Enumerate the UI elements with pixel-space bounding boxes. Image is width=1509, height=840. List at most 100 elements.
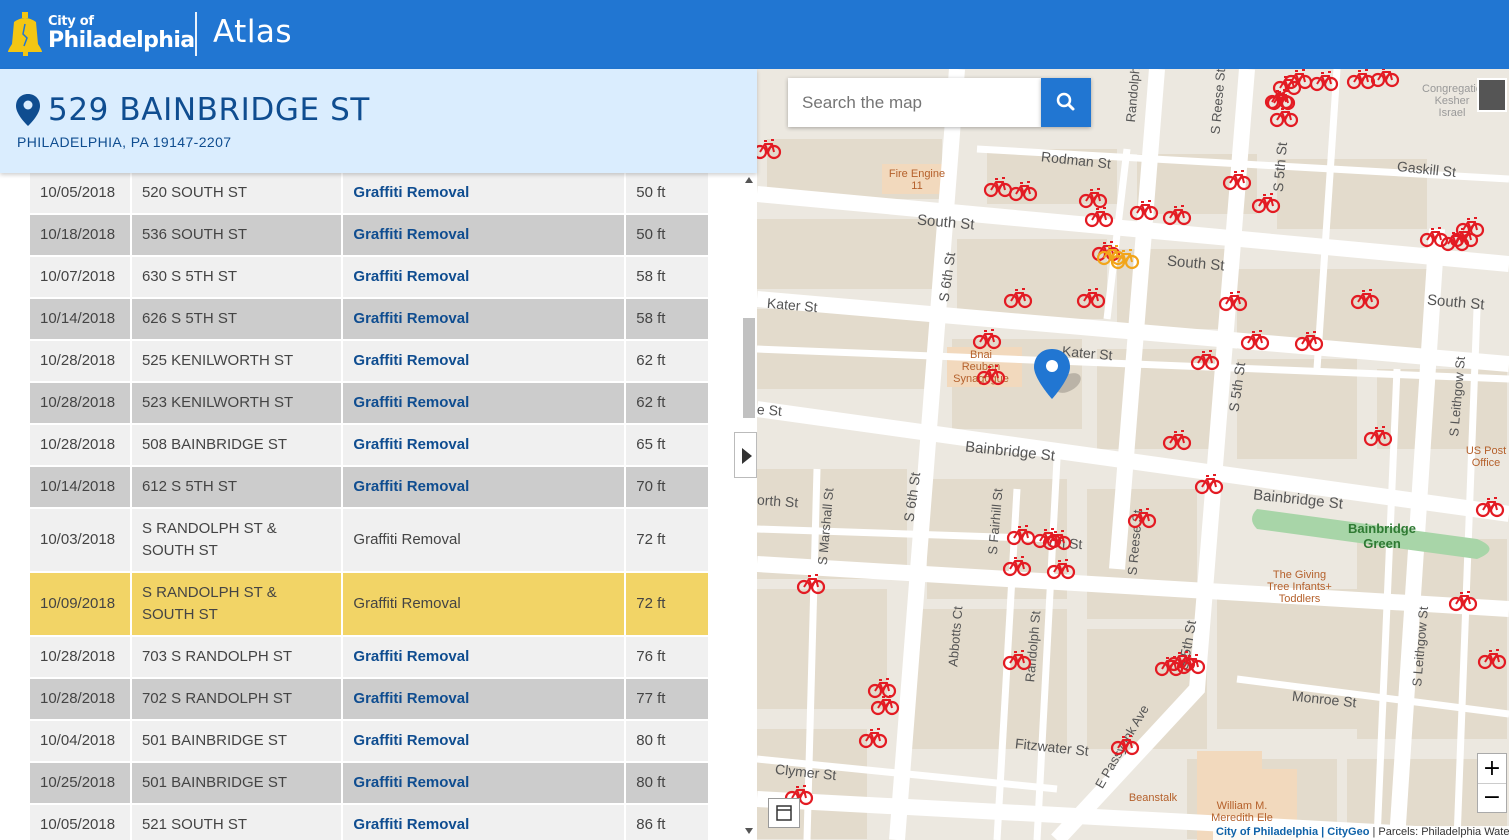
table-row[interactable]: 10/25/2018 501 BAINBRIDGE ST Graffiti Remo…: [30, 762, 708, 805]
map[interactable]: Rodman St Gaskill St South St South St S…: [757, 69, 1509, 840]
bike-marker-icon[interactable]: [1129, 199, 1159, 221]
bike-marker-icon[interactable]: [1078, 187, 1108, 209]
table-row[interactable]: 10/14/2018 626 S 5TH ST Graffiti Removal 58…: [30, 298, 708, 341]
bike-marker-icon[interactable]: [1350, 288, 1380, 310]
poi-label: Beanstalk: [1128, 792, 1178, 804]
bike-marker-icon[interactable]: [1346, 69, 1376, 90]
bike-marker-icon[interactable]: [1309, 70, 1339, 92]
row-type-link[interactable]: Graffiti Removal: [342, 636, 627, 679]
bike-marker-icon[interactable]: [1294, 330, 1324, 352]
row-type-link[interactable]: Graffiti Removal: [342, 214, 627, 257]
bike-marker-icon[interactable]: [1008, 180, 1038, 202]
row-type-link[interactable]: Graffiti Removal: [342, 298, 627, 341]
bike-marker-icon[interactable]: [1269, 106, 1299, 128]
bike-marker-icon[interactable]: [1002, 649, 1032, 671]
row-date: 10/05/2018: [30, 804, 132, 840]
bike-marker-icon[interactable]: [1240, 329, 1270, 351]
row-distance: 80 ft: [625, 762, 708, 805]
bike-marker-icon[interactable]: [1084, 206, 1114, 228]
scroll-down-arrow-icon[interactable]: [745, 828, 753, 834]
bike-marker-icon[interactable]: [1046, 558, 1076, 580]
bike-marker-icon[interactable]: [1194, 473, 1224, 495]
row-date: 10/07/2018: [30, 256, 132, 299]
row-address: S RANDOLPH ST & SOUTH ST: [130, 508, 344, 573]
bike-marker-icon[interactable]: [1477, 648, 1507, 670]
city-logo[interactable]: City of Philadelphia: [8, 10, 195, 60]
bike-marker-icon[interactable]: [1127, 507, 1157, 529]
attribution-link[interactable]: City of Philadelphia | CityGeo: [1216, 826, 1370, 838]
bike-marker-icon[interactable]: [1218, 290, 1248, 312]
bike-marker-icon[interactable]: [1475, 496, 1505, 518]
bike-marker-icon[interactable]: [983, 176, 1013, 198]
row-distance: 77 ft: [625, 678, 708, 721]
table-row[interactable]: 10/28/2018 508 BAINBRIDGE ST Graffiti Remo…: [30, 424, 708, 467]
row-type-link[interactable]: Graffiti Removal: [342, 256, 627, 299]
zoom-in-button[interactable]: +: [1478, 754, 1506, 784]
table-row[interactable]: 10/05/2018 521 SOUTH ST Graffiti Removal 86…: [30, 804, 708, 840]
row-address: 523 KENILWORTH ST: [130, 382, 344, 425]
bike-marker-icon[interactable]: [1110, 734, 1140, 756]
table-row[interactable]: 10/07/2018 630 S 5TH ST Graffiti Removal 58…: [30, 256, 708, 299]
row-distance: 50 ft: [625, 214, 708, 257]
row-type-link[interactable]: Graffiti Removal: [342, 173, 627, 215]
bike-marker-icon[interactable]: [1006, 524, 1036, 546]
bike-marker-icon[interactable]: [858, 727, 888, 749]
bike-marker-icon[interactable]: [1002, 555, 1032, 577]
row-type-link[interactable]: Graffiti Removal: [342, 466, 627, 509]
expand-map-button[interactable]: [734, 432, 757, 478]
table-row[interactable]: 10/09/2018 S RANDOLPH ST & SOUTH ST Graffi…: [30, 572, 708, 637]
bike-marker-icon[interactable]: [796, 573, 826, 595]
bike-markers-layer: [757, 69, 1507, 806]
bike-marker-icon[interactable]: [1162, 204, 1192, 226]
table-row[interactable]: 10/28/2018 703 S RANDOLPH ST Graffiti Remo…: [30, 636, 708, 679]
bike-marker-icon[interactable]: [1190, 349, 1220, 371]
row-date: 10/14/2018: [30, 466, 132, 509]
bike-marker-icon[interactable]: [1162, 429, 1192, 451]
map-search-input[interactable]: [788, 78, 1041, 127]
row-type-link[interactable]: Graffiti Removal: [342, 382, 627, 425]
row-type-link[interactable]: Graffiti Removal: [342, 340, 627, 383]
row-type-link[interactable]: Graffiti Removal: [342, 720, 627, 763]
table-row[interactable]: 10/28/2018 702 S RANDOLPH ST Graffiti Remo…: [30, 678, 708, 721]
bike-marker-icon[interactable]: [1003, 287, 1033, 309]
bike-marker-icon[interactable]: [1448, 590, 1478, 612]
scroll-up-arrow-icon[interactable]: [745, 177, 753, 183]
row-date: 10/28/2018: [30, 340, 132, 383]
table-row[interactable]: 10/04/2018 501 BAINBRIDGE ST Graffiti Remo…: [30, 720, 708, 763]
row-type-link[interactable]: Graffiti Removal: [342, 678, 627, 721]
bike-marker-icon[interactable]: [972, 328, 1002, 350]
row-distance: 50 ft: [625, 173, 708, 215]
map-search-button[interactable]: [1041, 78, 1091, 127]
caret-right-icon: [742, 448, 752, 464]
bike-marker-icon[interactable]: [1363, 425, 1393, 447]
bike-marker-icon[interactable]: [1222, 169, 1252, 191]
bike-marker-icon[interactable]: [1370, 69, 1400, 88]
basemap-toggle-button[interactable]: [1477, 78, 1507, 112]
legend-button[interactable]: [768, 798, 800, 828]
bike-marker-icon[interactable]: [1251, 192, 1281, 214]
bike-marker-icon[interactable]: [870, 694, 900, 716]
table-row[interactable]: 10/18/2018 536 SOUTH ST Graffiti Removal 50…: [30, 214, 708, 257]
header-divider: [195, 12, 197, 56]
scrollbar[interactable]: [741, 173, 757, 840]
bike-marker-icon[interactable]: [867, 677, 897, 699]
table-row[interactable]: 10/03/2018 S RANDOLPH ST & SOUTH ST Graffi…: [30, 508, 708, 573]
row-date: 10/04/2018: [30, 720, 132, 763]
row-distance: 72 ft: [625, 572, 708, 637]
scrollbar-thumb[interactable]: [743, 318, 755, 418]
attribution-text: | Parcels: Philadelphia Wate: [1369, 826, 1509, 838]
row-type-link[interactable]: Graffiti Removal: [342, 804, 627, 840]
table-row[interactable]: 10/28/2018 525 KENILWORTH ST Graffiti Remo…: [30, 340, 708, 383]
zoom-out-button[interactable]: −: [1482, 785, 1502, 810]
row-type-link[interactable]: Graffiti Removal: [342, 424, 627, 467]
row-type-link[interactable]: Graffiti Removal: [342, 762, 627, 805]
table-row[interactable]: 10/05/2018 520 SOUTH ST Graffiti Removal 50…: [30, 173, 708, 215]
bike-marker-icon[interactable]: [1076, 287, 1106, 309]
table-row[interactable]: 10/14/2018 612 S 5TH ST Graffiti Removal 70…: [30, 466, 708, 509]
row-address: 612 S 5TH ST: [130, 466, 344, 509]
bike-marker-icon[interactable]: [976, 364, 1006, 386]
table-row[interactable]: 10/28/2018 523 KENILWORTH ST Graffiti Remo…: [30, 382, 708, 425]
row-address: 536 SOUTH ST: [130, 214, 344, 257]
row-distance: 58 ft: [625, 298, 708, 341]
bike-marker-icon[interactable]: [757, 138, 782, 160]
